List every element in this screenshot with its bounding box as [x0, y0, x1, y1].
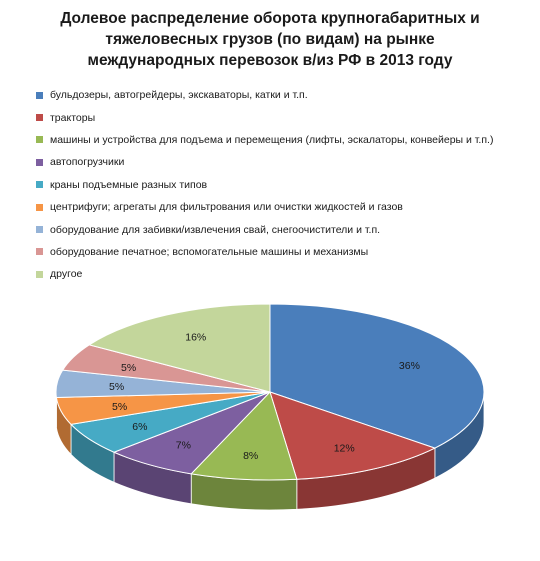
- pie-slice: [269, 391, 437, 480]
- pie-data-label: 8%: [243, 450, 258, 462]
- chart-legend: бульдозеры, автогрейдеры, экскаваторы, к…: [36, 84, 493, 286]
- chart-title-line-2: тяжеловесных грузов (по видам) на рынке: [105, 31, 435, 48]
- pie-slice: [88, 303, 271, 393]
- chart-title-line-1: Долевое распределение оборота крупногаба…: [60, 10, 480, 27]
- legend-swatch: [36, 91, 43, 99]
- legend-label: центрифуги; агрегаты для фильтрования ил…: [50, 201, 403, 214]
- legend-swatch: [36, 248, 43, 256]
- legend-item: центрифуги; агрегаты для фильтрования ил…: [36, 196, 493, 218]
- pie-data-label: 5%: [109, 381, 124, 393]
- pie-data-label: 6%: [132, 421, 147, 433]
- pie-side-walls: [55, 391, 485, 511]
- legend-item: бульдозеры, автогрейдеры, экскаваторы, к…: [36, 84, 493, 106]
- legend-label: краны подъемные разных типов: [50, 178, 208, 191]
- legend-label: бульдозеры, автогрейдеры, экскаваторы, к…: [50, 89, 308, 102]
- pie-slice: [190, 391, 298, 481]
- legend-item: оборудование для забивки/извлечения свай…: [36, 218, 493, 240]
- legend-label: тракторы: [50, 111, 96, 124]
- pie-data-label: 36%: [399, 360, 420, 372]
- chart-title-line-3: международных перевозок в/из РФ в 2013 г…: [87, 52, 453, 69]
- pie-data-label: 5%: [112, 401, 127, 413]
- legend-swatch: [36, 203, 43, 211]
- legend-swatch: [36, 181, 43, 189]
- legend-swatch: [36, 158, 43, 166]
- legend-item: автопогрузчики: [36, 151, 493, 173]
- legend-swatch: [36, 226, 43, 234]
- legend-swatch: [36, 136, 43, 144]
- pie-data-labels: 36% 12% 8% 7% 6% 5% 5% 5% 16%: [109, 331, 420, 461]
- legend-item: машины и устройства для подъема и переме…: [36, 129, 493, 151]
- legend-swatch: [36, 114, 43, 122]
- chart-title: Долевое распределение оборота крупногаба…: [0, 8, 540, 71]
- legend-item: краны подъемные разных типов: [36, 174, 493, 196]
- legend-item: другое: [36, 263, 493, 285]
- pie-top-faces: [55, 303, 485, 481]
- legend-label: машины и устройства для подъема и переме…: [50, 133, 494, 146]
- legend-label: оборудование печатное; вспомогательные м…: [50, 245, 369, 258]
- pie-data-label: 7%: [176, 439, 191, 451]
- pie-slice: [269, 303, 485, 449]
- pie-data-label: 5%: [121, 362, 136, 374]
- pie-data-label: 16%: [185, 331, 206, 343]
- legend-swatch: [36, 270, 43, 278]
- legend-item: тракторы: [36, 106, 493, 128]
- legend-item: оборудование печатное; вспомогательные м…: [36, 241, 493, 263]
- legend-label: оборудование для забивки/извлечения свай…: [50, 223, 381, 236]
- legend-label: автопогрузчики: [50, 156, 125, 169]
- pie-data-label: 12%: [334, 443, 355, 455]
- legend-label: другое: [50, 268, 83, 281]
